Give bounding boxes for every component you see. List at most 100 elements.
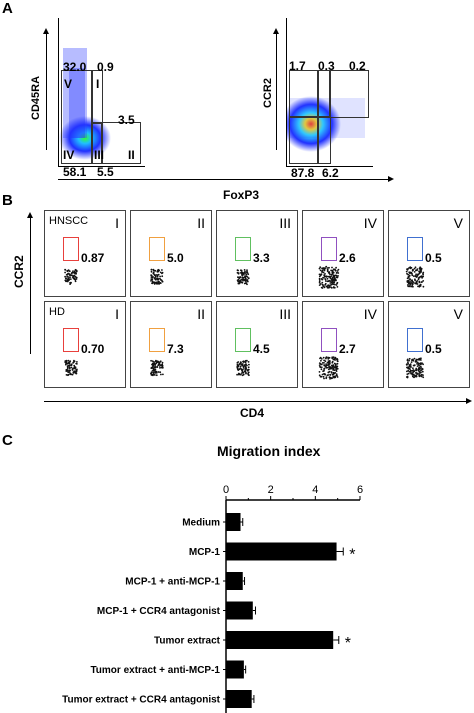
gate-roman: IV [363,306,377,322]
gate-v [61,70,93,164]
panel-b-xlabel: CD4 [240,406,265,420]
ccr2-gate [63,328,79,352]
ccr2-gate [235,328,251,352]
category-label: MCP-1 [189,547,221,558]
density-plot [287,96,365,152]
category-label: MCP-1 + CCR4 antagonist [97,606,221,617]
scatter-dots [318,265,340,289]
significance-marker: * [345,635,351,652]
bar [226,572,243,590]
arrow-up-icon [273,28,279,34]
ccr2-gate [149,237,165,261]
scatter-dots [64,359,78,377]
ccr2-percent: 0.70 [81,342,105,356]
group-label: HD [49,306,65,318]
ccr2-gate [321,237,337,261]
mini-plot: V 0.5 [388,210,470,297]
density-plot [59,48,111,160]
category-label: Tumor extract + CCR4 antagonist [62,695,221,706]
gate-i [91,70,103,124]
gate-roman: IV [363,215,377,231]
mini-plot: III 3.3 [216,210,298,297]
x-tick-label: 4 [312,484,318,496]
mini-plot: III 4.5 [216,301,298,388]
scatter-dots [150,268,164,285]
gate-roman: III [94,148,105,162]
ccr2-percent: 0.5 [425,251,442,265]
significance-marker: * [349,547,355,564]
panel-a-plot2-area [286,18,373,167]
ccr2-percent: 0.87 [81,251,105,265]
panel-a-letter: A [2,0,13,17]
q-value: 0.2 [349,59,366,73]
ccr2-gate [407,328,423,352]
ccr2-percent: 0.5 [425,342,442,356]
y-axis-arrow [276,30,277,150]
mini-plot: II 7.3 [130,301,212,388]
scatter-dots [236,269,250,286]
panel-b-y-axis [30,214,31,354]
gate-roman: III [279,306,291,322]
ccr2-percent: 5.0 [167,251,184,265]
gate-roman: II [197,215,205,231]
gate-top [329,70,369,118]
ccr2-gate [235,237,251,261]
bar [226,690,252,708]
bar [226,513,241,531]
panel-a-xlabel: FoxP3 [223,188,260,202]
q-value: 32.0 [63,60,87,74]
ccr2-percent: 4.5 [253,342,270,356]
gate-bottom [289,116,319,164]
mini-plot: HNSCC I 0.87 [44,210,126,297]
bar [226,660,244,679]
scatter-dots [318,356,339,380]
arrow-right-icon [466,398,472,404]
panel-a-plot1-area [58,18,145,167]
scatter-dots [150,359,164,377]
q-value: 0.9 [97,60,114,74]
q-value: 5.5 [97,165,114,179]
mini-plot: HD I 0.70 [44,301,126,388]
arrow-up-icon [27,212,33,218]
ccr2-gate [149,328,165,352]
scatter-dots [64,268,78,285]
x-tick-label: 2 [268,484,274,496]
x-tick-label: 6 [357,484,363,496]
gate-roman: V [453,306,463,322]
q-value: 0.3 [318,59,335,73]
panel-b-letter: B [2,192,13,209]
q-value: 1.7 [289,59,306,73]
q-value: 3.5 [118,113,135,127]
panel-a-x-axis-line [58,179,390,180]
mini-plot: V 0.5 [388,301,470,388]
gate-roman: IV [63,148,75,162]
scatter-dots [405,266,425,288]
ccr2-gate [407,237,423,261]
q-value: 87.8 [291,166,315,180]
bar [226,631,334,649]
x-tick-label: 0 [223,484,229,496]
gate-roman: I [115,215,119,231]
arrow-up-icon [43,28,49,34]
q-value: 6.2 [322,166,339,180]
gate-iii [91,122,103,164]
gate-ii [101,122,141,164]
gate-bottom [317,116,331,164]
ccr2-percent: 3.3 [253,251,270,265]
category-label: Medium [182,518,220,529]
gate-top [317,70,331,118]
gate-roman: V [453,215,463,231]
gate-roman: III [279,215,291,231]
mini-plot: IV 2.6 [302,210,384,297]
gate-roman: V [64,77,73,91]
ccr2-gate [63,237,79,261]
category-label: Tumor extract + anti-MCP-1 [90,665,220,676]
panel-c-letter: C [2,432,13,449]
scatter-dots [236,359,250,377]
bar [226,601,253,620]
gate-top [289,70,319,118]
mini-plot: IV 2.7 [302,301,384,388]
chart-title: Migration index [217,443,321,459]
arrow-right-icon [388,176,394,182]
